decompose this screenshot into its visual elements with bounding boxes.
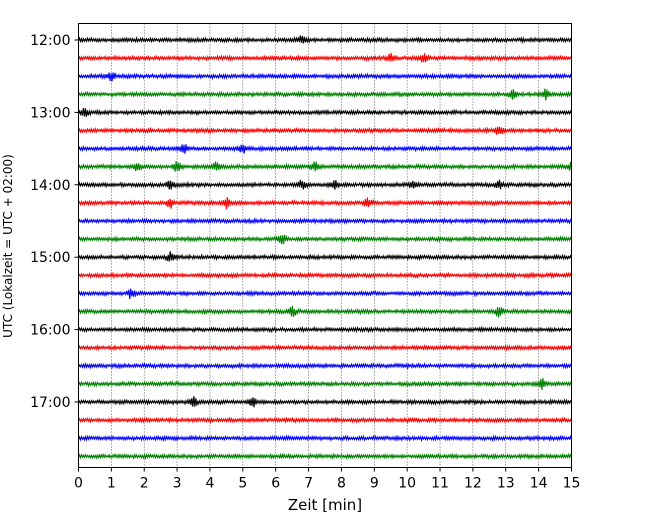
trace-1445 (77, 234, 573, 245)
x-tick-label-5: 5 (238, 476, 247, 492)
plot-frame (78, 23, 572, 468)
y-tick-label-3: 15:00 (30, 250, 70, 266)
trace-1615 (77, 343, 573, 352)
trace-1545 (77, 305, 573, 318)
x-tick-label-2: 2 (140, 476, 149, 492)
trace-1415 (78, 197, 573, 210)
x-axis: 0 1 2 3 4 5 6 7 8 9 10 11 12 13 14 15 (74, 467, 581, 492)
y-axis-label: UTC (Lokalzeit = UTC + 02:00) (1, 154, 15, 338)
trace-1715 (78, 416, 573, 425)
x-axis-label: Zeit [min] (288, 496, 362, 514)
trace-1400 (77, 179, 572, 190)
trace-1745 (77, 452, 573, 461)
trace-1730 (77, 434, 573, 443)
x-tick-label-10: 10 (398, 476, 416, 492)
trace-1530 (77, 288, 573, 300)
trace-1600 (77, 325, 572, 334)
x-tick-label-4: 4 (206, 476, 215, 492)
trace-1515 (78, 271, 573, 280)
trace-1500 (77, 251, 573, 262)
trace-group (77, 35, 573, 461)
trace-1315 (77, 126, 572, 135)
x-tick-label-3: 3 (173, 476, 182, 492)
y-tick-label-0: 12:00 (30, 33, 70, 49)
x-tick-label-0: 0 (74, 476, 83, 492)
x-tick-label-6: 6 (271, 476, 280, 492)
trace-1215 (77, 52, 572, 63)
trace-1245 (77, 88, 573, 101)
y-tick-label-1: 13:00 (30, 105, 70, 121)
trace-1700 (78, 396, 572, 408)
grid-lines (111, 23, 539, 468)
trace-1645 (77, 378, 573, 391)
y-tick-label-2: 14:00 (30, 178, 70, 194)
x-tick-label-15: 15 (563, 476, 581, 492)
trace-1230 (78, 72, 573, 82)
x-tick-label-11: 11 (431, 476, 449, 492)
x-tick-label-1: 1 (107, 476, 116, 492)
y-tick-label-5: 17:00 (30, 395, 70, 411)
y-tick-label-4: 16:00 (30, 323, 70, 339)
x-tick-label-12: 12 (464, 476, 482, 492)
x-tick-label-7: 7 (304, 476, 313, 492)
x-tick-label-13: 13 (497, 476, 515, 492)
trace-1200 (77, 35, 573, 45)
y-axis: 12:00 13:00 14:00 15:00 16:00 17:00 (30, 33, 79, 411)
x-tick-label-9: 9 (370, 476, 379, 492)
trace-1630 (77, 361, 572, 370)
x-tick-label-8: 8 (337, 476, 346, 492)
trace-1345 (78, 161, 573, 172)
trace-1430 (77, 217, 573, 226)
trace-1330 (77, 144, 573, 154)
trace-1300 (77, 108, 573, 117)
x-tick-label-14: 14 (530, 476, 548, 492)
